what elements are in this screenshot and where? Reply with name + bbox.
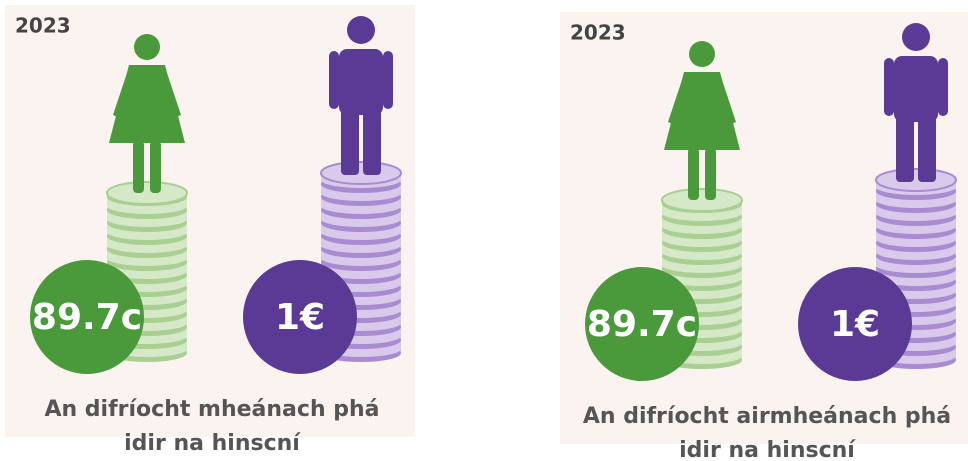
leg <box>705 148 716 200</box>
leg <box>150 141 161 193</box>
torso <box>894 56 938 122</box>
caption: idir na hinscní <box>679 438 856 461</box>
leg <box>341 109 359 175</box>
head <box>134 34 160 60</box>
arm <box>329 51 339 109</box>
arm <box>884 58 894 116</box>
head <box>902 23 930 51</box>
men-amount: 1€ <box>275 297 325 338</box>
year: 2023 <box>570 21 626 45</box>
head <box>347 16 375 44</box>
men-amount: 1€ <box>830 304 880 345</box>
caption: idir na hinscní <box>124 431 301 456</box>
arm <box>938 58 948 116</box>
leg <box>688 148 699 200</box>
infographic: 2023 89.7c 1€ An difríocht mheánach phá idir… <box>0 0 968 461</box>
leg <box>896 116 914 182</box>
women-amount: 89.7c <box>32 297 142 338</box>
coin-top <box>876 169 956 191</box>
page: 2023 89.7c 1€ An difríocht mheánach phá idir… <box>0 0 968 461</box>
caption: An difríocht airmheánach phá <box>583 404 951 429</box>
coin-top <box>321 162 401 184</box>
leg <box>363 109 381 175</box>
women-amount: 89.7c <box>587 304 697 345</box>
year: 2023 <box>15 14 71 38</box>
head <box>689 41 715 67</box>
leg <box>918 116 936 182</box>
panel: 2023 89.7c 1€ An difríocht airmheánach phá i… <box>560 12 968 461</box>
leg <box>133 141 144 193</box>
coin-top <box>662 189 742 211</box>
arm <box>383 51 393 109</box>
panel: 2023 89.7c 1€ An difríocht mheánach phá idir… <box>5 5 415 456</box>
torso <box>339 49 383 115</box>
coin-top <box>107 182 187 204</box>
caption: An difríocht mheánach phá <box>44 397 379 422</box>
